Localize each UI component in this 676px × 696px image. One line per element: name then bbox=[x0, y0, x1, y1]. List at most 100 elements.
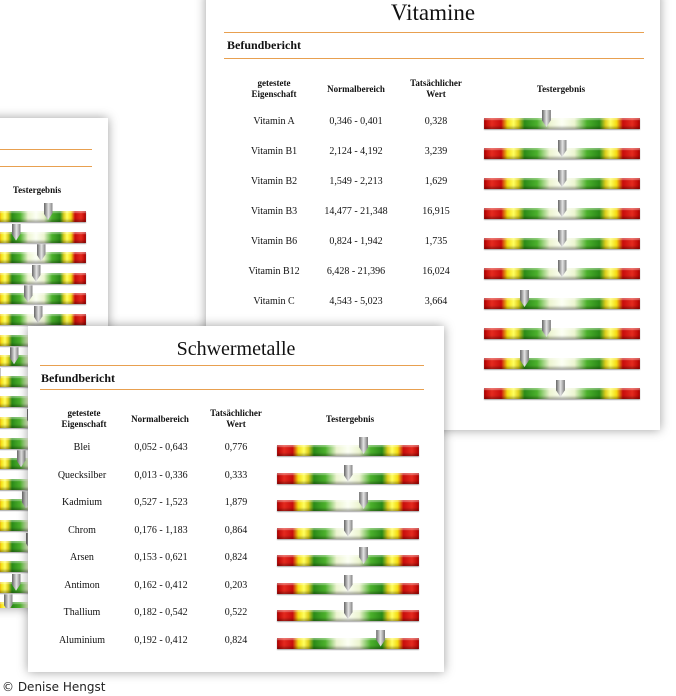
vitamine-report-label: Befundbericht bbox=[227, 38, 302, 52]
schwermetalle-row-value: 1,879 bbox=[224, 497, 248, 508]
vitamine-row-value: 1,629 bbox=[424, 176, 448, 187]
schwermetalle-row-result-bar bbox=[277, 637, 419, 649]
schwermetalle-row-value: 0,333 bbox=[224, 469, 248, 481]
schwermetalle-row-range: 0,192 - 0,412 bbox=[134, 634, 188, 646]
back-row-result-marker bbox=[11, 573, 21, 591]
vitamine-row-name: Vitamin B12 bbox=[248, 266, 300, 277]
schwermetalle-row-result-marker bbox=[343, 519, 353, 537]
vitamine-row-value: 0,328 bbox=[424, 116, 448, 127]
vitamine-row-result-marker bbox=[557, 170, 567, 187]
vitamine-row-value: 3,239 bbox=[424, 146, 448, 157]
vitamine-row-result-bar bbox=[484, 118, 640, 129]
schwermetalle-header-actual: Tatsächlicher Wert bbox=[210, 408, 262, 429]
vitamine-header-normal: Normalbereich bbox=[327, 84, 385, 94]
back-rule-1 bbox=[0, 149, 92, 150]
schwermetalle-row-result-marker bbox=[376, 629, 386, 647]
schwermetalle-row-result-bar bbox=[277, 555, 419, 566]
schwermetalle-row-result-marker bbox=[343, 464, 353, 482]
vitamine-row-result-marker bbox=[555, 380, 565, 397]
vitamine-row-name: Vitamin B3 bbox=[250, 206, 298, 217]
back-row-result-marker bbox=[16, 450, 26, 468]
vitamine-title-rule bbox=[224, 32, 644, 33]
vitamine-row-result-bar bbox=[484, 298, 640, 309]
schwermetalle-title-rule bbox=[40, 365, 424, 366]
vitamine-row-result-marker bbox=[557, 200, 567, 217]
vitamine-row-range: 1,549 - 2,213 bbox=[329, 176, 383, 187]
vitamine-row-result-marker bbox=[541, 320, 551, 337]
vitamine-row-result-marker bbox=[520, 350, 530, 367]
schwermetalle-row-range: 0,052 - 0,643 bbox=[134, 442, 188, 453]
schwermetalle-row-result-bar bbox=[277, 500, 419, 511]
vitamine-row-name: Vitamin A bbox=[253, 116, 295, 127]
schwermetalle-row-value: 0,824 bbox=[224, 552, 248, 563]
vitamine-row-result-marker bbox=[541, 110, 551, 127]
vitamine-row-value: 3,664 bbox=[424, 296, 448, 307]
back-row-result-bar bbox=[0, 272, 86, 284]
schwermetalle-row-name: Antimon bbox=[64, 579, 100, 591]
vitamine-row-name: Vitamin B6 bbox=[250, 236, 298, 247]
vitamine-header-result: Testergebnis bbox=[536, 84, 586, 94]
back-rule-2 bbox=[0, 166, 92, 167]
vitamine-row-range: 6,428 - 21,396 bbox=[326, 266, 386, 277]
schwermetalle-row-result-marker bbox=[359, 492, 369, 509]
schwermetalle-title: Schwermetalle bbox=[176, 338, 296, 360]
schwermetalle-header-normal: Normalbereich bbox=[131, 414, 189, 424]
schwermetalle-row-name: Kadmium bbox=[62, 497, 102, 508]
back-row-result-marker bbox=[36, 244, 46, 262]
vitamine-row-range: 0,824 - 1,942 bbox=[329, 236, 383, 247]
schwermetalle-row-result-marker bbox=[359, 437, 369, 454]
schwermetalle-header-property: getestete Eigenschaft bbox=[61, 408, 107, 429]
copyright-notice: © Denise Hengst bbox=[2, 680, 106, 694]
schwermetalle-row-result-marker bbox=[359, 547, 369, 564]
vitamine-title: Vitamine bbox=[390, 0, 476, 25]
schwermetalle-row-value: 0,203 bbox=[224, 579, 248, 591]
vitamine-row-result-marker bbox=[557, 140, 567, 157]
back-row-result-marker bbox=[3, 594, 13, 608]
back-row-result-bar bbox=[0, 293, 86, 305]
back-row-result-marker bbox=[43, 203, 53, 220]
vitamine-row-value: 1,735 bbox=[424, 236, 448, 247]
schwermetalle-row-range: 0,176 - 1,183 bbox=[134, 524, 188, 536]
vitamine-row-result-marker bbox=[557, 230, 567, 247]
schwermetalle-row-name: Blei bbox=[73, 442, 91, 453]
back-row-result-marker bbox=[9, 347, 19, 365]
vitamine-row-name: Vitamin C bbox=[253, 296, 295, 307]
back-row-result-bar bbox=[0, 231, 86, 243]
vitamine-header-property: getestete Eigenschaft bbox=[251, 78, 297, 99]
schwermetalle-row-name: Thallium bbox=[63, 607, 101, 618]
back-row-result-bar bbox=[0, 211, 86, 222]
back-row-result-marker bbox=[33, 306, 43, 323]
schwermetalle-row-range: 0,013 - 0,336 bbox=[134, 469, 188, 481]
vitamine-row-range: 2,124 - 4,192 bbox=[329, 146, 383, 157]
back-row-result-marker bbox=[31, 264, 41, 282]
vitamine-row-result-marker bbox=[557, 260, 567, 277]
schwermetalle-row-result-marker bbox=[343, 602, 353, 619]
vitamine-header-actual: Tatsächlicher Wert bbox=[410, 78, 462, 99]
schwermetalle-row-range: 0,153 - 0,621 bbox=[134, 552, 188, 563]
schwermetalle-row-value: 0,824 bbox=[224, 634, 248, 646]
schwermetalle-row-range: 0,527 - 1,523 bbox=[134, 497, 188, 508]
vitamine-row-range: 14,477 - 21,348 bbox=[324, 206, 388, 217]
schwermetalle-row-name: Chrom bbox=[68, 524, 96, 536]
vitamine-row-result-bar bbox=[484, 358, 640, 369]
schwermetalle-row-value: 0,864 bbox=[224, 524, 248, 536]
schwermetalle-header-result: Testergebnis bbox=[325, 414, 375, 424]
back-result-header: Testergebnis bbox=[12, 185, 62, 195]
schwermetalle-row-result-marker bbox=[343, 574, 353, 592]
schwermetalle-row-name: Aluminium bbox=[58, 634, 106, 646]
schwermetalle-row-value: 0,776 bbox=[224, 442, 248, 453]
schwermetalle-report-rule bbox=[40, 389, 424, 390]
schwermetalle-report-label: Befundbericht bbox=[41, 371, 116, 385]
back-row-result-marker bbox=[21, 491, 31, 509]
schwermetalle-row-result-bar bbox=[277, 445, 419, 456]
vitamine-row-result-marker bbox=[520, 290, 530, 307]
back-row-result-marker bbox=[11, 223, 21, 241]
vitamine-row-result-bar bbox=[484, 328, 640, 339]
back-row-result-marker bbox=[23, 285, 33, 303]
vitamine-row-name: Vitamin B1 bbox=[250, 146, 298, 157]
back-row-result-marker bbox=[0, 367, 1, 385]
schwermetalle-row-value: 0,522 bbox=[224, 607, 248, 618]
schwermetalle-row-name: Arsen bbox=[70, 552, 94, 563]
vitamine-report-rule bbox=[224, 58, 644, 59]
vitamine-row-range: 0,346 - 0,401 bbox=[329, 116, 383, 127]
